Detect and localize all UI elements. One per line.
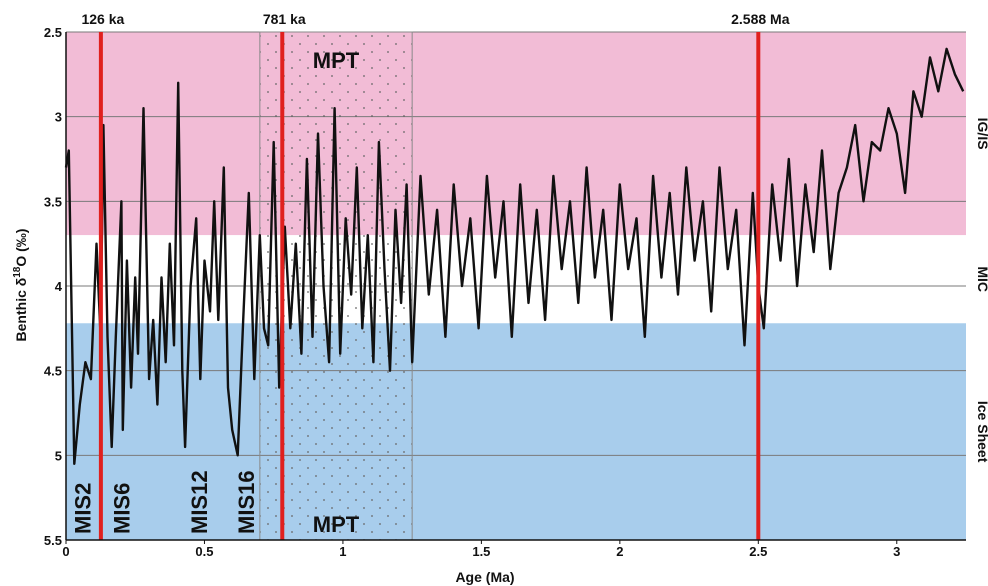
x-axis-title: Age (Ma) [455,569,514,585]
marker-lines: 126 ka 781 ka 2.588 Ma [81,11,790,540]
zone-label-ice-sheet: Ice Sheet [975,401,988,463]
y-tick-label: 3.5 [44,194,62,209]
y-tick-label: 5 [55,448,62,463]
x-tick-label: 2 [616,544,623,559]
zone-labels: IG/IS MIC Ice Sheet [975,118,988,463]
y-tick-label: 4 [55,279,63,294]
x-tick-label: 1 [339,544,346,559]
y-tick-label: 4.5 [44,364,62,379]
y-axis-title-end: O (‰) [13,229,29,267]
x-axis: 0 0.5 1 1.5 2 2.5 3 [62,539,966,559]
x-tick-label: 1.5 [472,544,490,559]
marker-label-126-ka: 126 ka [81,11,124,27]
zone-label-ig-is: IG/IS [975,118,988,150]
mpt-label-bottom: MPT [313,512,360,537]
x-tick-label: 3 [893,544,900,559]
mpt-label-top: MPT [313,48,360,73]
x-tick-label: 0.5 [195,544,213,559]
y-axis-title-sup: 18 [12,266,23,278]
band-ig-is [66,32,966,236]
x-tick-label: 2.5 [749,544,767,559]
mpt-region: MPT MPT [259,31,413,541]
mis-label-mis12: MIS12 [187,470,212,534]
y-tick-label: 2.5 [44,25,62,40]
marker-label-2-588-ma: 2.588 Ma [731,11,790,27]
y-axis-title-main: Benthic δ [13,278,29,342]
marker-label-781-ka: 781 ka [263,11,306,27]
series-layer [64,47,965,465]
annotation-labels: MIS2 MIS6 MIS12 MIS16 [71,470,259,534]
y-axis: 2.5 3 3.5 4 4.5 5 5.5 [44,25,67,548]
y-tick-label: 5.5 [44,533,62,548]
zone-label-mic: MIC [975,266,988,292]
x-tick-label: 0 [62,544,69,559]
mis-label-mis2: MIS2 [71,483,96,534]
mpt-dotted-box [259,31,413,541]
series-line-0 [64,47,965,465]
mis-label-mis16: MIS16 [234,470,259,534]
mis-label-mis6: MIS6 [109,483,134,534]
y-axis-title: Benthic δ18O (‰) [12,229,29,342]
y-tick-label: 3 [55,110,62,125]
band-ice-sheet [66,323,966,540]
horizontal-gridlines [66,31,966,541]
